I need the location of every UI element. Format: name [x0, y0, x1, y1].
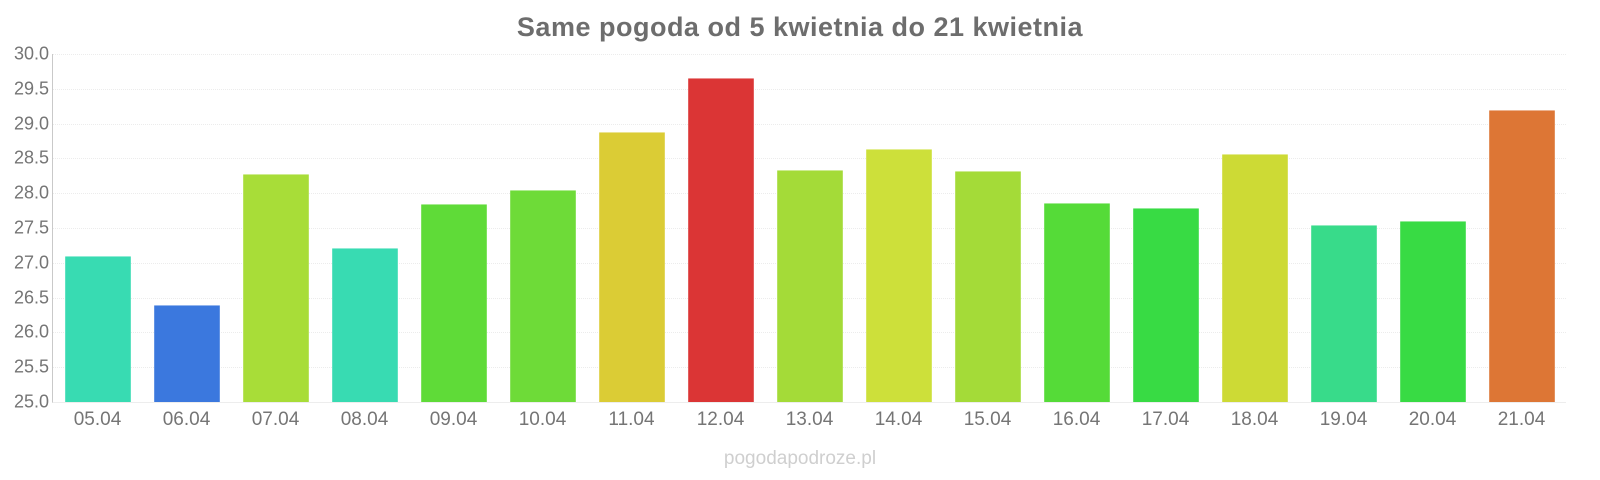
x-axis-tick-label: 17.04 — [1141, 409, 1190, 430]
bar-16.04[interactable] — [1043, 202, 1110, 402]
x-axis-tick-label: 10.04 — [518, 409, 567, 430]
x-axis-tick-label: 20.04 — [1408, 409, 1457, 430]
bar-09.04[interactable] — [420, 203, 487, 402]
x-axis-tick-label: 11.04 — [608, 409, 655, 430]
x-axis-tick-label: 16.04 — [1052, 409, 1101, 430]
gridline-y-28.5 — [53, 158, 1566, 160]
y-axis-tick-label: 28.5 — [13, 147, 49, 168]
y-axis-tick-label: 25.0 — [13, 391, 49, 412]
bar-20.04[interactable] — [1399, 221, 1466, 402]
bar-19.04[interactable] — [1310, 225, 1377, 402]
x-axis-tick-label: 15.04 — [963, 409, 1012, 430]
x-axis-tick-label: 08.04 — [340, 409, 389, 430]
y-axis-tick-label: 26.0 — [13, 321, 49, 342]
y-axis-tick-label: 29.0 — [13, 113, 49, 134]
plot-area: 25.0 25.5 26.0 26.5 27.0 27.5 28.0 28.5 29.0 29.5… — [14, 44, 1566, 430]
y-axis-tick-label: 28.0 — [13, 182, 49, 203]
bar-10.04[interactable] — [509, 190, 576, 402]
bar-18.04[interactable] — [1221, 153, 1288, 402]
bar-08.04[interactable] — [331, 247, 398, 402]
x-axis-tick-label: 09.04 — [429, 409, 478, 430]
y-axis-tick-label: 27.0 — [13, 252, 49, 273]
bar-05.04[interactable] — [64, 255, 131, 402]
y-axis-tick-label: 30.0 — [13, 43, 49, 64]
gridline-y-29.0 — [53, 123, 1566, 125]
y-axis-tick-label: 25.5 — [13, 356, 49, 377]
bar-17.04[interactable] — [1132, 207, 1199, 402]
y-axis-tick-label: 29.5 — [13, 78, 49, 99]
x-axis-tick-label: 21.04 — [1497, 409, 1546, 430]
y-axis-tick-label: 26.5 — [13, 287, 49, 308]
x-axis-tick-label: 05.04 — [73, 409, 122, 430]
chart-title: Same pogoda od 5 kwietnia do 21 kwietnia — [516, 12, 1084, 42]
x-axis-tick-label: 07.04 — [251, 409, 300, 430]
x-axis-tick-label: 19.04 — [1319, 409, 1368, 430]
x-axis-tick-label: 18.04 — [1230, 409, 1279, 430]
bar-15.04[interactable] — [954, 170, 1021, 402]
bar-13.04[interactable] — [776, 169, 843, 402]
y-axis-tick-label: 27.5 — [13, 217, 49, 238]
bar-06.04[interactable] — [153, 304, 220, 402]
x-axis-tick-label: 12.04 — [696, 409, 745, 430]
gridline-y-30.0 — [53, 54, 1566, 55]
bar-07.04[interactable] — [242, 174, 309, 402]
bar-14.04[interactable] — [865, 149, 932, 402]
bar-21.04[interactable] — [1488, 109, 1555, 402]
x-axis-tick-label: 06.04 — [162, 409, 211, 430]
bar-12.04[interactable] — [687, 78, 754, 402]
x-axis-tick-label: 14.04 — [874, 409, 923, 430]
gridline-y-29.5 — [53, 88, 1566, 90]
x-axis-tick-label: 13.04 — [785, 409, 834, 430]
watermark-text: pogodapodroze.pl — [723, 448, 877, 469]
bar-11.04[interactable] — [598, 131, 665, 402]
